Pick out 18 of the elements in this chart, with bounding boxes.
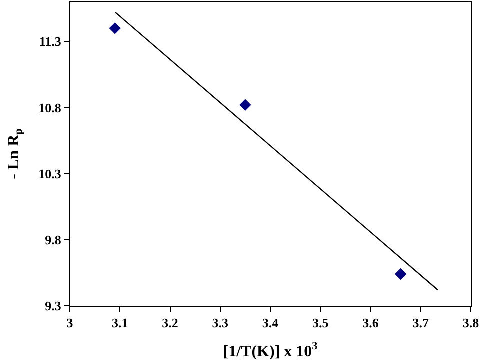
y-tick-label: 11.3 <box>39 34 62 50</box>
x-tick-label: 3.2 <box>162 316 178 331</box>
x-tick-label: 3.5 <box>312 316 330 331</box>
x-axis-title: [1/T(K)] x 10$^{3}$ <box>223 340 318 360</box>
x-tick-label: 3 <box>66 316 74 331</box>
point <box>109 22 121 34</box>
x-tick-label: 3.7 <box>412 316 430 331</box>
y-tick-label: 10.8 <box>38 100 62 116</box>
point <box>240 99 252 111</box>
x-tick-label: 3.8 <box>462 316 480 331</box>
y-tick-label: 10.3 <box>38 166 62 182</box>
y-tick-label: 9.3 <box>45 298 62 314</box>
y-tick-label: 9.8 <box>45 232 62 248</box>
x-tick-label: 3.6 <box>362 316 380 331</box>
x-tick-label: 3.1 <box>112 316 128 331</box>
point <box>394 268 407 280</box>
x-tick-label: 3.3 <box>212 316 229 331</box>
x-tick-label: 3.4 <box>262 316 280 331</box>
